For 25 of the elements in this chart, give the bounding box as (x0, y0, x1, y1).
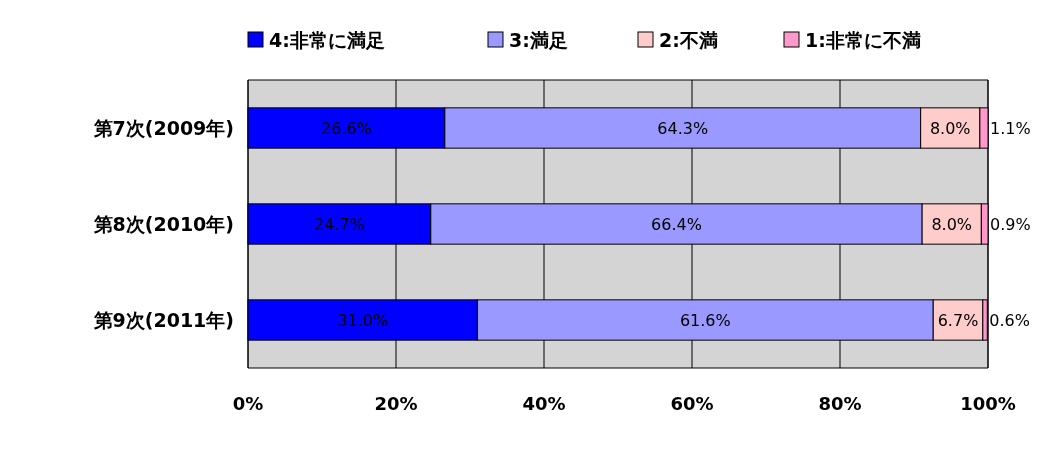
x-tick-label: 60% (670, 393, 714, 414)
data-label: 61.6% (679, 310, 731, 330)
data-label: 8.0% (931, 214, 973, 234)
data-label: 0.6% (989, 310, 1030, 330)
x-tick-label: 80% (818, 393, 862, 414)
y-tick-label: 第7次(2009年) (92, 117, 234, 139)
data-label: 26.6% (321, 118, 372, 138)
y-tick-label: 第8次(2010年) (92, 213, 234, 235)
data-label: 0.9% (990, 214, 1031, 234)
legend-label: 3:満足 (509, 29, 568, 51)
legend-label: 2:不満 (659, 29, 718, 51)
data-label: 31.0% (337, 310, 389, 330)
data-label: 1.1% (990, 118, 1031, 138)
legend-label: 4:非常に満足 (269, 29, 385, 51)
y-tick-label: 第9次(2011年) (92, 309, 234, 331)
x-tick-label: 40% (522, 393, 566, 414)
data-label: 66.4% (651, 214, 702, 234)
data-label: 6.7% (937, 310, 979, 330)
x-tick-label: 100% (960, 393, 1016, 414)
data-label: 64.3% (657, 118, 709, 138)
legend-label: 1:非常に不満 (805, 29, 921, 51)
data-label: 24.7% (313, 214, 365, 234)
data-label: 8.0% (929, 118, 971, 138)
x-tick-label: 0% (232, 393, 264, 414)
x-tick-label: 20% (374, 393, 418, 414)
